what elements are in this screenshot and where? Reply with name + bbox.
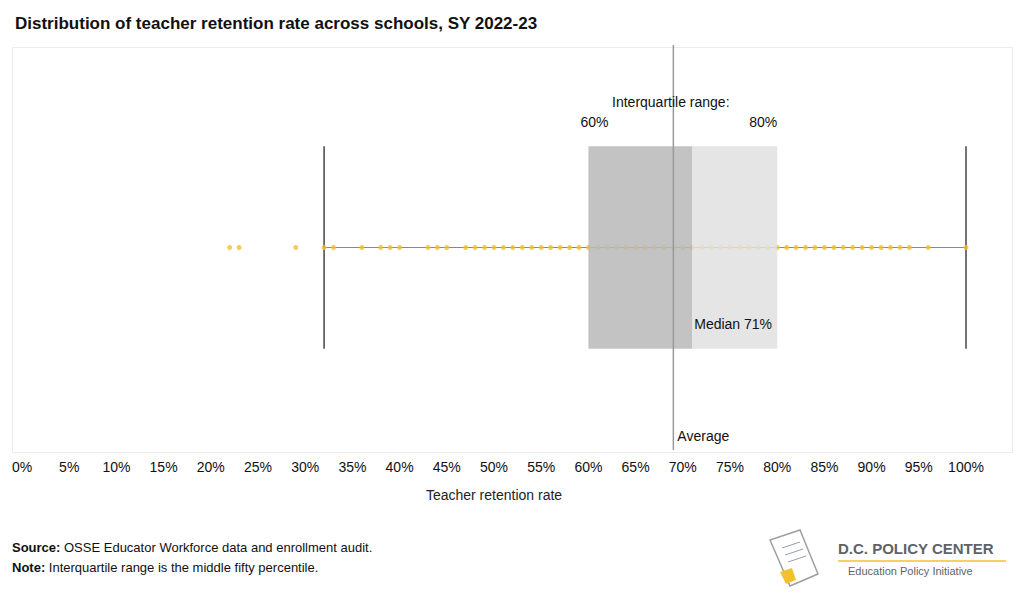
svg-text:60%: 60% bbox=[580, 114, 608, 130]
svg-text:70%: 70% bbox=[669, 459, 697, 475]
svg-text:0%: 0% bbox=[12, 459, 32, 475]
svg-text:45%: 45% bbox=[433, 459, 461, 475]
svg-text:40%: 40% bbox=[386, 459, 414, 475]
svg-text:90%: 90% bbox=[858, 459, 886, 475]
svg-text:80%: 80% bbox=[749, 114, 777, 130]
svg-text:Median 71%: Median 71% bbox=[694, 316, 772, 332]
svg-text:D.C. POLICY CENTER: D.C. POLICY CENTER bbox=[838, 540, 994, 557]
svg-text:Interquartile range:: Interquartile range: bbox=[612, 94, 730, 110]
svg-text:60%: 60% bbox=[574, 459, 602, 475]
svg-text:25%: 25% bbox=[244, 459, 272, 475]
svg-text:Teacher retention rate: Teacher retention rate bbox=[426, 487, 562, 503]
svg-text:30%: 30% bbox=[291, 459, 319, 475]
svg-text:75%: 75% bbox=[716, 459, 744, 475]
svg-text:65%: 65% bbox=[622, 459, 650, 475]
svg-text:15%: 15% bbox=[150, 459, 178, 475]
svg-text:10%: 10% bbox=[102, 459, 130, 475]
svg-text:5%: 5% bbox=[59, 459, 79, 475]
svg-text:20%: 20% bbox=[197, 459, 225, 475]
svg-text:Note:: Note: bbox=[12, 560, 45, 575]
svg-text:Education Policy Initiative: Education Policy Initiative bbox=[848, 565, 973, 577]
svg-text:100%: 100% bbox=[948, 459, 984, 475]
svg-text:Interquartile range is the mid: Interquartile range is the middle fifty … bbox=[45, 560, 318, 575]
svg-text:85%: 85% bbox=[810, 459, 838, 475]
svg-text:35%: 35% bbox=[338, 459, 366, 475]
svg-text:Distribution of teacher retent: Distribution of teacher retention rate a… bbox=[15, 14, 537, 33]
svg-text:55%: 55% bbox=[527, 459, 555, 475]
svg-text:Average: Average bbox=[677, 428, 729, 444]
svg-text:80%: 80% bbox=[763, 459, 791, 475]
svg-text:OSSE Educator Workforce data a: OSSE Educator Workforce data and enrollm… bbox=[60, 540, 372, 555]
svg-text:50%: 50% bbox=[480, 459, 508, 475]
svg-text:Source:: Source: bbox=[12, 540, 60, 555]
svg-text:95%: 95% bbox=[905, 459, 933, 475]
